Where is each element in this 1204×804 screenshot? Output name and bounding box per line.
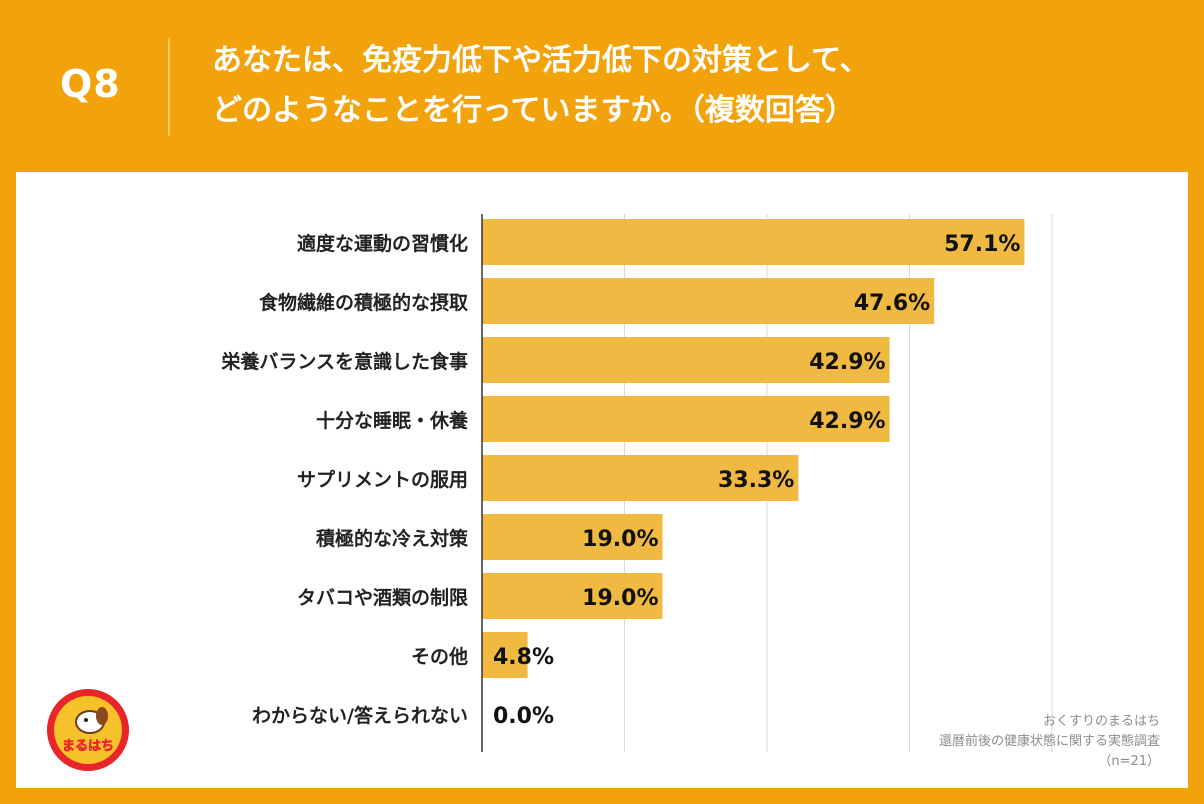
value-label: 42.9% [809, 409, 885, 434]
bar [482, 278, 935, 324]
value-label: 0.0% [493, 704, 554, 729]
category-label: サプリメントの服用 [297, 468, 468, 491]
source-line-1: おくすりのまるはち [1042, 714, 1160, 729]
bar [482, 632, 528, 678]
dog-ear-icon [96, 707, 108, 725]
bar [482, 455, 799, 501]
bar-chart: 適度な運動の習慣化 57.1% 食物繊維の積極的な摂取 47.6% 栄養バランスを意識し… [220, 214, 1053, 752]
value-label: 4.8% [493, 645, 554, 670]
logo: まるはち [44, 686, 132, 774]
bar [482, 573, 663, 619]
value-label: 19.0% [582, 527, 658, 552]
source-line-3: （n=21） [1098, 754, 1160, 769]
value-label: 42.9% [809, 350, 885, 375]
header-divider [168, 38, 170, 136]
value-label: 33.3% [718, 468, 794, 493]
category-label: 栄養バランスを意識した食事 [220, 350, 468, 373]
value-label: 19.0% [582, 586, 658, 611]
dog-eye-icon [84, 718, 88, 722]
question-title-line-1: あなたは、免疫力低下や活力低下の対策として、 [212, 43, 870, 78]
category-label: 十分な睡眠・休養 [316, 409, 469, 432]
value-label: 57.1% [944, 232, 1020, 257]
source-line-2: 還暦前後の健康状態に関する実態調査 [938, 734, 1160, 749]
question-header: Q8 あなたは、免疫力低下や活力低下の対策として、 どのようなことを行っています… [0, 0, 1204, 172]
category-label: 食物繊維の積極的な摂取 [259, 291, 468, 314]
bar [482, 337, 890, 383]
bar [482, 219, 1025, 265]
question-title-line-2: どのようなことを行っていますか。（複数回答） [212, 93, 855, 128]
bar [482, 396, 890, 442]
category-label: わからない/答えられない [252, 704, 468, 727]
category-label: 適度な運動の習慣化 [297, 232, 468, 255]
question-title: あなたは、免疫力低下や活力低下の対策として、 どのようなことを行っていますか。（… [212, 36, 1112, 136]
chart-panel: 適度な運動の習慣化 57.1% 食物繊維の積極的な摂取 47.6% 栄養バランスを意識し… [16, 172, 1188, 788]
category-label: タバコや酒類の制限 [297, 586, 468, 609]
bar [482, 514, 663, 560]
question-number: Q8 [60, 62, 121, 106]
source-note: おくすりのまるはち 還暦前後の健康状態に関する実態調査 （n=21） [939, 712, 1160, 772]
category-label: その他 [411, 645, 468, 668]
logo-text: まるはち [62, 739, 114, 754]
category-label: 積極的な冷え対策 [316, 527, 469, 550]
value-label: 47.6% [854, 291, 930, 316]
